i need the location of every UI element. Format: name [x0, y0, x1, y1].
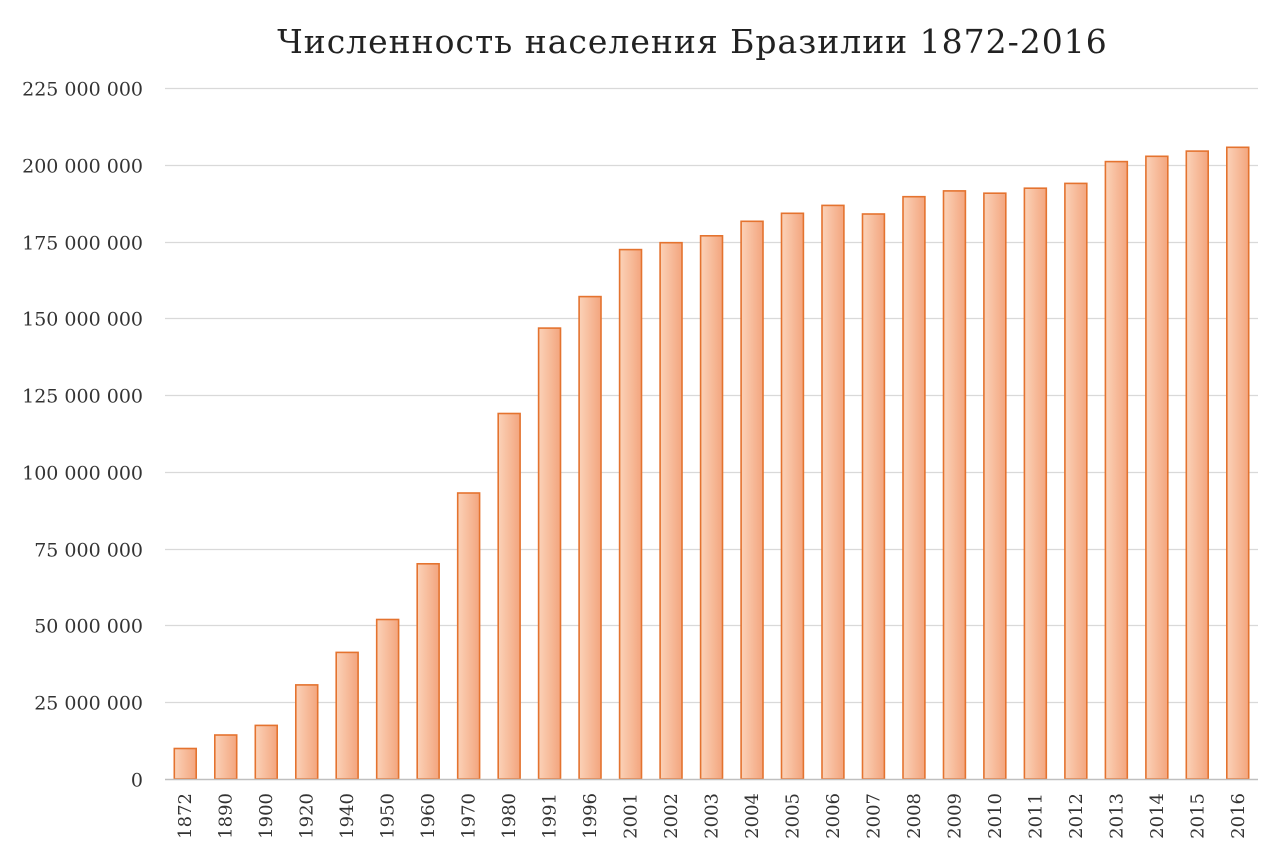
x-tick-label: 1970 — [459, 793, 480, 839]
bar-1920 — [294, 684, 319, 780]
y-tick-label: 225 000 000 — [22, 79, 143, 101]
x-axis-tick-labels: 1872 1890 1900 1920 1940 1950 1960 1970 1980 1991… — [175, 793, 1249, 839]
x-tick-label: 2005 — [783, 793, 804, 839]
y-tick-label: 50 000 000 — [34, 616, 143, 638]
bar-2003 — [699, 235, 724, 780]
x-tick-label: 1950 — [378, 793, 399, 839]
bar-2013 — [1104, 160, 1129, 780]
x-tick-label: 2013 — [1106, 793, 1127, 839]
y-tick-label: 0 — [131, 770, 143, 792]
bar-2007 — [861, 213, 886, 780]
x-tick-label: 2010 — [985, 793, 1006, 839]
bar-2016 — [1226, 146, 1250, 780]
bar-2001 — [618, 248, 643, 780]
x-tick-label: 2001 — [621, 793, 642, 839]
bar-1991 — [537, 327, 562, 780]
y-tick-label: 125 000 000 — [22, 386, 143, 408]
x-tick-label: 1900 — [256, 793, 277, 839]
x-tick-label: 2014 — [1147, 793, 1168, 839]
bar-2005 — [780, 212, 805, 780]
bar-1980 — [497, 412, 521, 780]
bar-2011 — [1023, 187, 1048, 780]
x-tick-label: 1890 — [216, 793, 237, 839]
y-tick-label: 150 000 000 — [22, 309, 143, 331]
x-tick-label: 2016 — [1228, 793, 1249, 839]
x-tick-label: 2003 — [702, 793, 723, 839]
x-tick-label: 2002 — [661, 793, 682, 839]
x-tick-label: 2008 — [904, 793, 925, 839]
bar-1970 — [456, 492, 481, 780]
bar-2006 — [821, 204, 845, 780]
bar-2012 — [1064, 182, 1088, 780]
x-tick-label: 1940 — [337, 793, 358, 839]
y-tick-label: 25 000 000 — [34, 693, 143, 715]
bar-2010 — [983, 192, 1007, 780]
chart-title: Численность населения Бразилии 1872-2016 — [277, 22, 1108, 61]
y-tick-label: 200 000 000 — [22, 156, 143, 178]
bar-1940 — [335, 651, 359, 780]
bar-1950 — [375, 618, 400, 780]
bar-1900 — [254, 724, 279, 780]
x-tick-label: 1872 — [175, 793, 196, 839]
y-tick-label: 75 000 000 — [34, 540, 143, 562]
x-tick-label: 2011 — [1025, 793, 1046, 839]
bars — [173, 146, 1250, 780]
y-tick-label: 100 000 000 — [22, 463, 143, 485]
y-tick-label: 175 000 000 — [22, 233, 143, 255]
bar-1996 — [578, 295, 602, 780]
bar-2014 — [1145, 155, 1169, 780]
x-tick-label: 1996 — [580, 793, 601, 839]
x-tick-label: 2007 — [863, 793, 884, 839]
bar-1960 — [416, 562, 440, 780]
bar-2008 — [902, 195, 926, 780]
x-tick-label: 1960 — [418, 793, 439, 839]
x-tick-label: 2009 — [944, 793, 965, 839]
y-axis-tick-labels: 0 25 000 000 50 000 000 75 000 000 100 000 0… — [22, 79, 143, 792]
x-tick-label: 2012 — [1066, 793, 1087, 839]
bar-2015 — [1185, 150, 1210, 780]
x-tick-label: 2006 — [823, 793, 844, 839]
x-tick-label: 1920 — [297, 793, 318, 839]
x-tick-label: 1991 — [540, 793, 561, 839]
bar-2004 — [740, 220, 764, 780]
bar-2009 — [942, 190, 967, 780]
bar-2002 — [659, 241, 683, 780]
bar-1872 — [173, 747, 198, 780]
x-tick-label: 2015 — [1187, 793, 1208, 839]
bar-1890 — [214, 734, 238, 780]
x-tick-label: 1980 — [499, 793, 520, 839]
x-tick-label: 2004 — [742, 793, 763, 839]
